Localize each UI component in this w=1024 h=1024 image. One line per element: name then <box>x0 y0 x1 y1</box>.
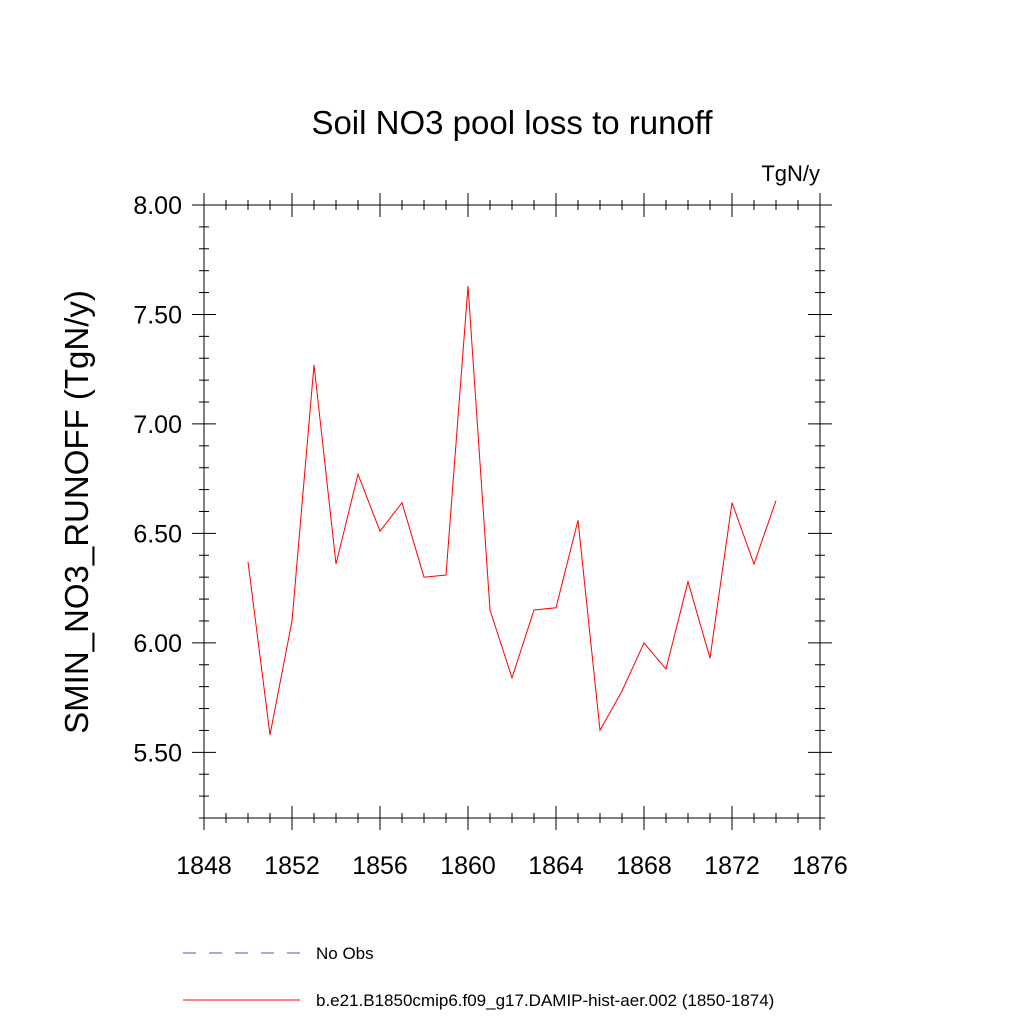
y-tick-label: 6.00 <box>133 630 182 658</box>
x-tick-label: 1876 <box>792 852 848 880</box>
legend-label: b.e21.B1850cmip6.f09_g17.DAMIP-hist-aer.… <box>316 991 774 1010</box>
axis-ticks <box>192 193 832 830</box>
x-tick-label: 1848 <box>176 852 232 880</box>
series-layer <box>247 285 777 735</box>
tick-labels: 1848 1852 1856 1860 1864 1868 1872 1876 5.50 6.00… <box>133 192 847 880</box>
x-tick-label: 1872 <box>704 852 760 880</box>
y-tick-label: 5.50 <box>133 739 182 767</box>
x-tick-label: 1852 <box>264 852 320 880</box>
y-axis-label: SMIN_NO3_RUNOFF (TgN/y) <box>58 290 95 734</box>
chart-title: Soil NO3 pool loss to runoff <box>311 104 713 141</box>
plot-frame <box>203 204 821 819</box>
y-tick-label: 7.50 <box>133 301 182 329</box>
y-tick-label: 8.00 <box>133 192 182 220</box>
x-tick-label: 1856 <box>352 852 408 880</box>
legend: No Obs b.e21.B1850cmip6.f09_g17.DAMIP-his… <box>183 944 774 1010</box>
x-tick-label: 1864 <box>528 852 584 880</box>
y-tick-label: 7.00 <box>133 411 182 439</box>
series-line <box>247 285 777 735</box>
y-tick-label: 6.50 <box>133 520 182 548</box>
units-label: TgN/y <box>761 161 820 186</box>
x-tick-label: 1868 <box>616 852 672 880</box>
x-tick-label: 1860 <box>440 852 496 880</box>
legend-label: No Obs <box>316 944 374 963</box>
